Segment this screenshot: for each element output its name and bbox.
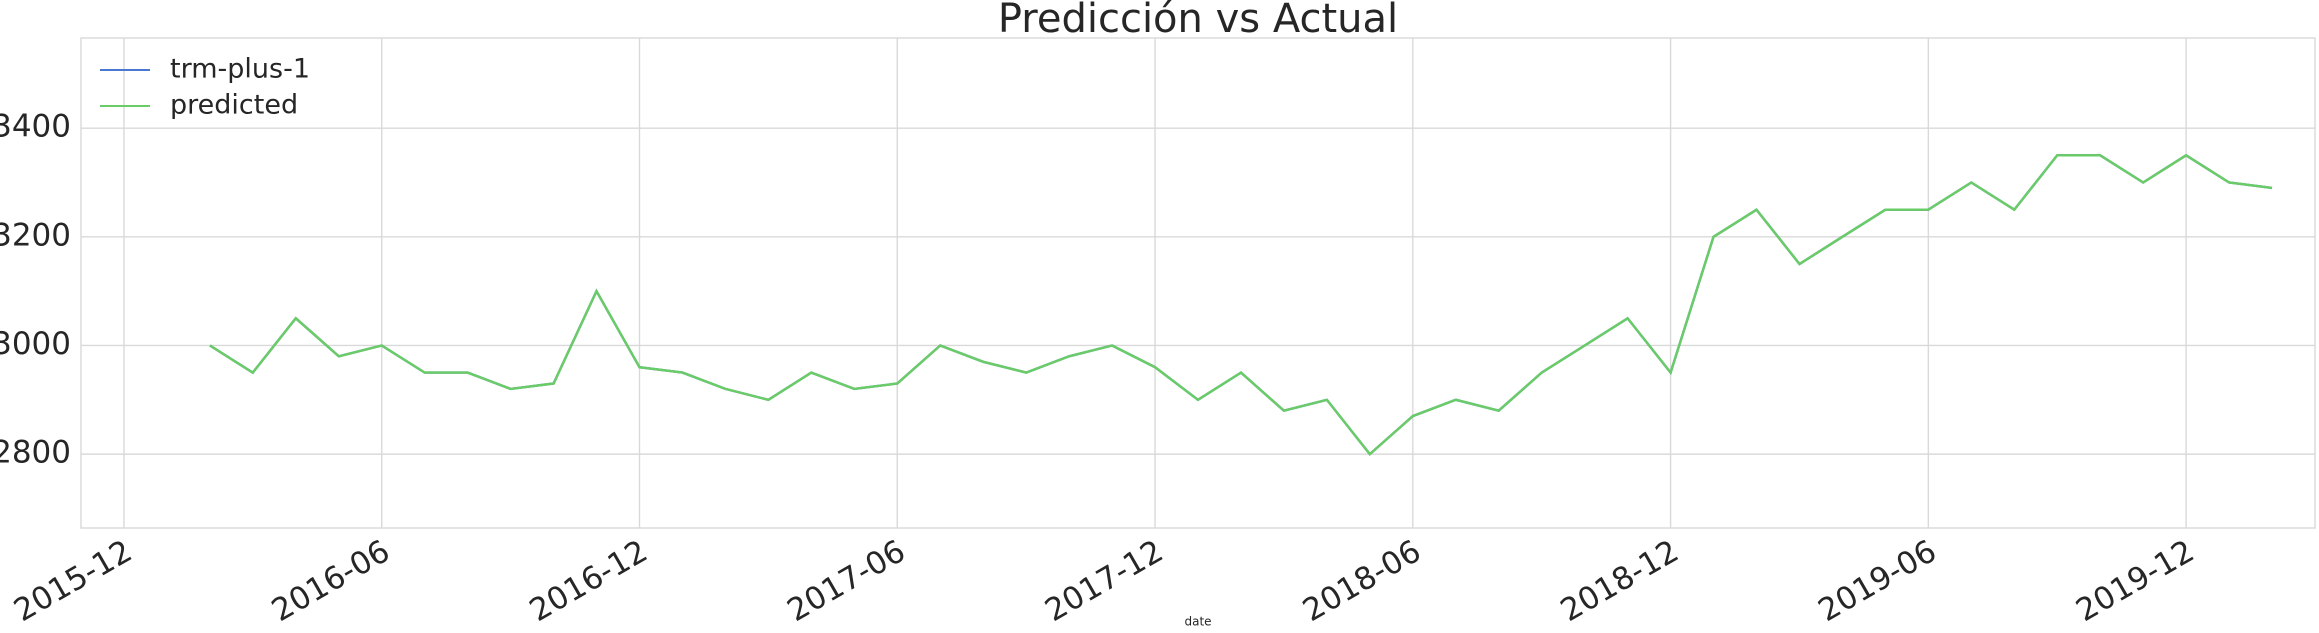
series-line — [209, 153, 2273, 456]
x-tick-label: 2018-12 — [1555, 533, 1685, 629]
y-tick-label: 3200 — [0, 217, 71, 253]
x-tick-label: 2018-06 — [1297, 533, 1427, 629]
chart-title: Predicción vs Actual — [998, 0, 1398, 42]
legend-label: predicted — [170, 90, 298, 121]
legend-label: trm-plus-1 — [170, 54, 310, 85]
plot-area — [80, 37, 2316, 529]
y-tick-label: 3000 — [0, 326, 71, 362]
x-tick-label: 2019-12 — [2070, 533, 2200, 629]
y-tick-label: 3400 — [0, 109, 71, 145]
x-tick-label: 2017-06 — [781, 533, 911, 629]
x-tick-label: 2019-06 — [1812, 533, 1942, 629]
x-axis-label: date — [1184, 615, 1211, 629]
y-tick-label: 2800 — [0, 435, 71, 471]
x-tick-label: 2015-12 — [8, 533, 138, 629]
x-tick-label: 2017-12 — [1039, 533, 1169, 629]
x-tick-label: 2016-12 — [524, 533, 654, 629]
x-tick-label: 2016-06 — [266, 533, 396, 629]
series-line — [209, 153, 2273, 456]
